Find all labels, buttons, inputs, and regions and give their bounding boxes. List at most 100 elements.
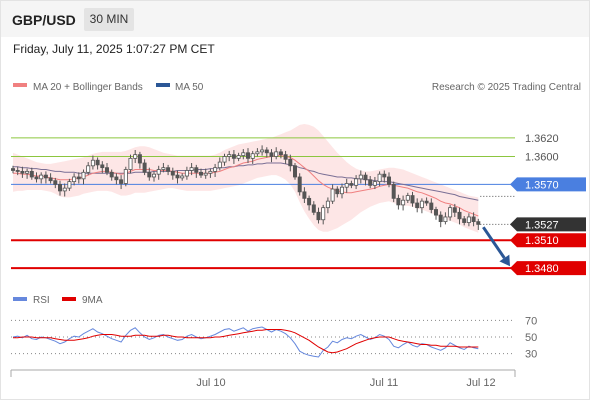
- candle: [255, 148, 260, 157]
- candle: [189, 163, 194, 176]
- candle: [81, 169, 86, 185]
- candle-body: [15, 170, 20, 172]
- candle-body: [156, 169, 161, 175]
- candle-body: [433, 209, 438, 216]
- candle-body: [166, 167, 171, 172]
- candle: [396, 194, 401, 210]
- candle-body: [72, 176, 77, 183]
- time-tick-label-1: Jul 11: [370, 377, 399, 389]
- candle-body: [344, 183, 349, 188]
- candle: [297, 173, 302, 196]
- candle: [217, 157, 222, 171]
- candle-body: [213, 167, 218, 172]
- candle-body: [62, 187, 67, 192]
- candle: [198, 168, 203, 178]
- candle: [203, 168, 208, 179]
- candle: [372, 176, 377, 190]
- candle: [213, 163, 218, 177]
- candle-body: [10, 168, 15, 171]
- candle-body: [255, 151, 260, 155]
- candle-body: [335, 188, 340, 195]
- candle: [325, 197, 330, 214]
- candle: [391, 181, 396, 203]
- candle: [119, 175, 124, 190]
- rsi-ma-line: [13, 329, 479, 354]
- candle-body: [20, 170, 25, 174]
- candle-body: [25, 170, 30, 174]
- candle: [405, 192, 410, 204]
- candle: [25, 168, 30, 179]
- candle-body: [471, 216, 476, 223]
- candle: [184, 166, 189, 180]
- candle: [433, 206, 438, 220]
- candle: [48, 173, 53, 184]
- candle: [321, 204, 326, 225]
- candle: [34, 172, 39, 183]
- candle-body: [264, 149, 269, 154]
- candle: [448, 204, 453, 221]
- ma50-line: [13, 162, 479, 201]
- bollinger-bands: [13, 124, 479, 233]
- candle-body: [330, 188, 335, 202]
- candle-body: [95, 159, 100, 166]
- candle-body: [137, 154, 142, 164]
- candle-body: [250, 153, 255, 159]
- candle: [236, 152, 241, 162]
- candle: [386, 172, 391, 188]
- candle: [457, 207, 462, 225]
- candle-body: [288, 158, 293, 167]
- candle: [227, 150, 232, 162]
- candle: [90, 155, 95, 170]
- candle-body: [339, 186, 344, 195]
- candle: [339, 183, 344, 199]
- candle: [415, 198, 420, 213]
- candle: [109, 169, 114, 181]
- candle-body: [48, 177, 53, 182]
- candle-body: [128, 157, 133, 170]
- time-tick-label-2: Jul 12: [466, 377, 495, 389]
- candle-body: [43, 174, 48, 179]
- candle-body: [161, 167, 166, 170]
- candle-body: [382, 173, 387, 178]
- candle-body: [147, 171, 152, 178]
- copyright-label: Research © 2025 Trading Central: [432, 82, 581, 93]
- datetime-label: Friday, July 11, 2025 1:07:27 PM CET: [13, 42, 215, 56]
- candle: [260, 145, 265, 156]
- rsi-legend-label: RSI: [33, 295, 50, 306]
- candle-body: [415, 202, 420, 209]
- timeframe-button[interactable]: 30 MIN: [84, 8, 134, 31]
- candle: [429, 198, 434, 214]
- candle-body: [391, 184, 396, 199]
- candle-body: [358, 174, 363, 180]
- candle: [58, 180, 63, 196]
- candle-body: [34, 176, 39, 180]
- candle-body: [260, 149, 265, 153]
- forecast-arrow-shaft: [482, 226, 506, 259]
- candle-body: [133, 154, 138, 159]
- candle: [471, 212, 476, 227]
- candle-body: [396, 197, 401, 206]
- candle: [278, 149, 283, 159]
- candle-body: [81, 171, 86, 180]
- rsi-ma-legend-label: 9MA: [82, 295, 103, 306]
- candle-body: [227, 154, 232, 157]
- candle: [29, 167, 34, 180]
- candle-body: [194, 167, 199, 173]
- candle: [43, 171, 48, 184]
- candle-body: [316, 211, 321, 221]
- candle-body: [222, 156, 227, 163]
- candle: [311, 201, 316, 216]
- candle: [269, 149, 274, 163]
- candle-body: [105, 167, 110, 173]
- support-tag-3: [510, 233, 586, 248]
- candle: [175, 170, 180, 184]
- candle-body: [67, 181, 72, 189]
- candle: [180, 173, 185, 181]
- candle-body: [292, 165, 297, 178]
- candle-body: [476, 221, 481, 225]
- rsi-ma-legend-swatch: [62, 297, 76, 301]
- candle-body: [100, 164, 105, 169]
- candle: [105, 163, 110, 176]
- candle: [222, 153, 227, 166]
